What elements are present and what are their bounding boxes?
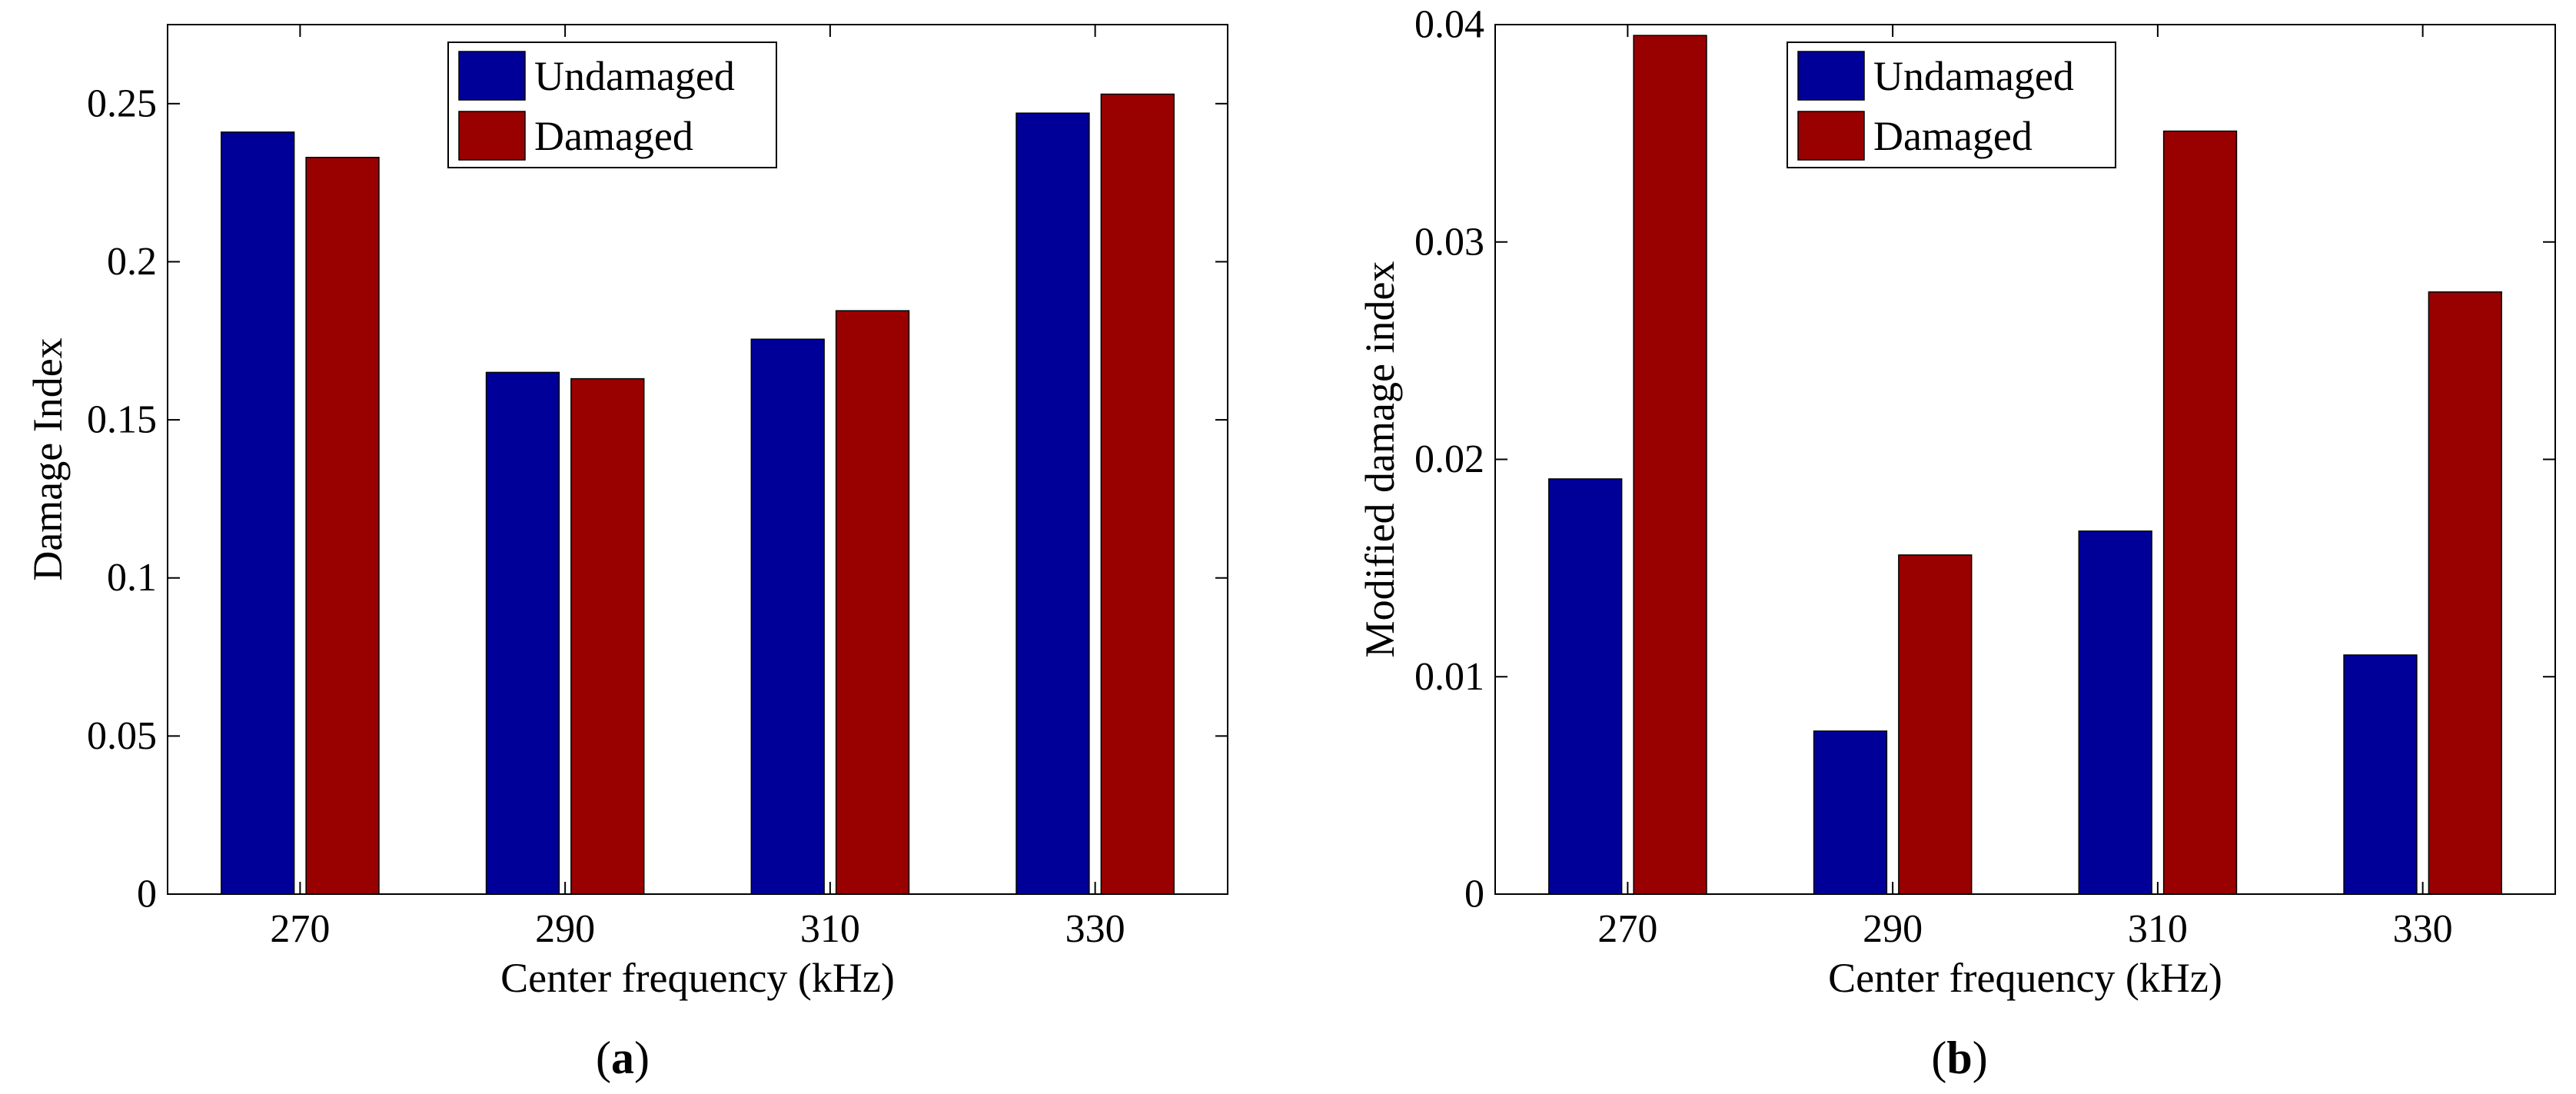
y-tick-label: 0.03 [1414, 220, 1484, 264]
x-tick-label: 330 [1065, 907, 1125, 951]
legend-swatch-undamaged [1797, 51, 1865, 101]
chart-panel-b: 0 0.01 0.02 0.03 0.04 270 290 310 330 Center freq… [1357, 3, 2556, 1083]
bar-undamaged-270 [221, 131, 295, 895]
legend-label-damaged: Damaged [1873, 113, 2033, 159]
bar-damaged-290 [1898, 554, 1973, 895]
y-tick-label: 0 [1464, 873, 1484, 916]
legend-swatch-damaged [458, 111, 526, 161]
panel-label: (b) [1931, 1032, 1987, 1083]
x-tick-label: 310 [2128, 907, 2188, 951]
chart-panel-a: 0 0.05 0.1 0.15 0.2 0.25 270 290 310 330 Center fr… [25, 24, 1228, 1083]
bar-damaged-330 [1100, 93, 1175, 895]
bar-undamaged-310 [2078, 530, 2152, 895]
legend-swatch-undamaged [458, 51, 526, 101]
x-axis-label: Center frequency (kHz) [500, 955, 895, 1001]
bar-undamaged-290 [1813, 730, 1888, 895]
legend-label-undamaged: Undamaged [1873, 53, 2074, 99]
bar-undamaged-330 [2343, 654, 2418, 895]
y-tick-label: 0.1 [107, 556, 157, 600]
bar-damaged-270 [1633, 35, 1707, 895]
x-tick-label: 310 [800, 907, 860, 951]
bar-undamaged-310 [750, 338, 825, 895]
x-tick-label: 270 [1597, 907, 1657, 951]
panel-letter: b [1946, 1032, 1972, 1083]
bar-undamaged-270 [1548, 478, 1623, 895]
axes-box [167, 24, 1228, 895]
legend: Undamaged Damaged [1787, 42, 2116, 168]
bar-damaged-330 [2428, 291, 2502, 895]
bar-damaged-290 [570, 377, 645, 895]
y-tick-label: 0.02 [1414, 437, 1484, 481]
bar-damaged-270 [305, 156, 380, 895]
panel-label: (a) [596, 1032, 650, 1083]
x-tick-label: 270 [270, 907, 330, 951]
y-tick-label: 0.05 [87, 714, 157, 758]
panel-letter: a [611, 1032, 634, 1083]
x-tick-label: 330 [2393, 907, 2453, 951]
y-axis-label: Damage Index [25, 338, 71, 580]
y-tick-label: 0 [137, 873, 157, 916]
bar-damaged-310 [2162, 130, 2238, 895]
legend-label-damaged: Damaged [534, 113, 693, 159]
bar-damaged-310 [835, 310, 910, 895]
y-tick-label: 0.25 [87, 81, 157, 125]
bar-undamaged-330 [1015, 112, 1090, 895]
legend-label-undamaged: Undamaged [534, 53, 735, 99]
x-axis-label: Center frequency (kHz) [1828, 955, 2222, 1001]
y-tick-label: 0.2 [107, 240, 157, 284]
y-tick-label: 0.04 [1414, 3, 1484, 47]
legend-swatch-damaged [1797, 111, 1865, 161]
x-tick-label: 290 [1863, 907, 1923, 951]
y-axis-label: Modified damage index [1357, 261, 1403, 658]
x-tick-label: 290 [535, 907, 595, 951]
bar-undamaged-290 [485, 371, 560, 895]
y-tick-label: 0.01 [1414, 655, 1484, 699]
y-tick-label: 0.15 [87, 398, 157, 442]
legend: Undamaged Damaged [447, 42, 777, 168]
